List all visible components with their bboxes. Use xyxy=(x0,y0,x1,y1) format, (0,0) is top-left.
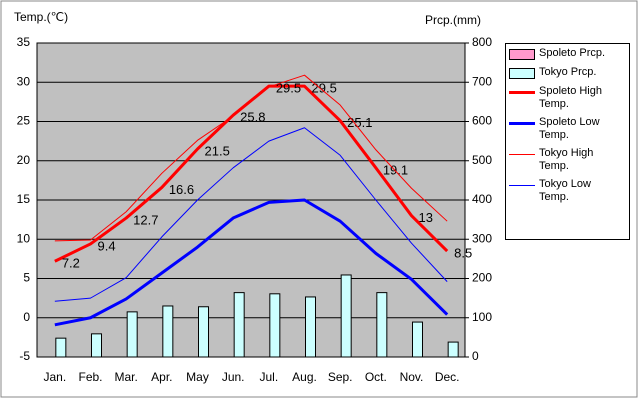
x-tick-label: Mar. xyxy=(114,370,137,384)
y2-tick-label: 200 xyxy=(472,271,492,285)
y2-tick-label: 500 xyxy=(472,153,492,167)
data-label: 19.1 xyxy=(383,162,408,177)
line xyxy=(54,198,449,327)
line xyxy=(54,74,448,242)
y-tick-label: 20 xyxy=(17,153,31,167)
data-label: 9.4 xyxy=(98,238,116,253)
legend-swatch xyxy=(508,47,536,61)
legend-label: Tokyo Low Temp. xyxy=(539,178,591,203)
legend-swatch xyxy=(508,178,536,192)
y-tick-label: 5 xyxy=(23,271,30,285)
y2-tick-label: 800 xyxy=(472,35,492,49)
y2-tick-label: 300 xyxy=(472,231,492,245)
bar xyxy=(340,274,352,358)
x-tick-label: Apr. xyxy=(151,370,172,384)
data-label: 21.5 xyxy=(205,143,230,158)
bar xyxy=(91,333,102,358)
bar xyxy=(233,292,245,358)
y-tick-label: 10 xyxy=(17,231,31,245)
bar xyxy=(376,292,388,358)
legend: Spoleto Prcp. Tokyo Prcp. Spoleto High Tem… xyxy=(505,43,630,240)
data-label: 12.7 xyxy=(133,212,158,227)
bar xyxy=(305,296,316,358)
legend-swatch xyxy=(508,147,536,161)
legend-label: Tokyo Prcp. xyxy=(539,66,597,78)
bar xyxy=(269,293,281,358)
y-tick-label: -5 xyxy=(19,349,30,363)
x-tick-label: Sep. xyxy=(328,370,353,384)
data-label: 16.6 xyxy=(169,182,194,197)
y2-axis-title: Prcp.(mm) xyxy=(425,13,481,27)
data-label: 29.5 xyxy=(276,81,301,96)
line xyxy=(54,84,449,263)
bar xyxy=(198,306,209,358)
legend-swatch xyxy=(508,116,536,130)
line xyxy=(54,127,448,302)
y-tick-label: 0 xyxy=(23,310,30,324)
y2-tick-label: 400 xyxy=(472,192,492,206)
data-label: 25.1 xyxy=(347,115,372,130)
data-label: 29.5 xyxy=(312,81,337,96)
legend-label: Tokyo High Temp. xyxy=(539,147,594,172)
y-axis-title: Temp.(℃) xyxy=(14,10,68,24)
x-tick-label: May xyxy=(186,370,209,384)
x-tick-label: Oct. xyxy=(365,370,387,384)
y-tick-label: 15 xyxy=(17,192,31,206)
data-label: 8.5 xyxy=(454,245,472,260)
x-tick-label: Feb. xyxy=(78,370,102,384)
x-tick-label: Jan. xyxy=(43,370,66,384)
y-tick-label: 25 xyxy=(17,114,31,128)
x-tick-label: Jul. xyxy=(259,370,278,384)
x-tick-label: Dec. xyxy=(435,370,460,384)
bar xyxy=(447,341,459,358)
legend-swatch xyxy=(508,85,536,99)
bar xyxy=(412,321,423,358)
legend-label: Spoleto Prcp. xyxy=(539,47,606,59)
legend-label: Spoleto High Temp. xyxy=(539,85,602,110)
legend-item: Spoleto Low Temp. xyxy=(508,116,627,142)
legend-item: Spoleto High Temp. xyxy=(508,85,627,111)
x-tick-label: Nov. xyxy=(400,370,424,384)
legend-item: Tokyo High Temp. xyxy=(508,147,627,173)
data-label: 25.8 xyxy=(240,110,265,125)
y-tick-label: 35 xyxy=(17,35,31,49)
bar xyxy=(55,337,67,358)
x-tick-label: Jun. xyxy=(222,370,245,384)
data-label: 13 xyxy=(419,210,433,225)
y2-tick-label: 0 xyxy=(472,349,479,363)
data-label: 7.2 xyxy=(62,256,80,271)
legend-item: Tokyo Low Temp. xyxy=(508,178,627,204)
legend-item: Tokyo Prcp. xyxy=(508,66,627,80)
y2-tick-label: 700 xyxy=(472,74,492,88)
legend-item: Spoleto Prcp. xyxy=(508,47,627,61)
x-tick-label: Aug. xyxy=(292,370,317,384)
y-tick-label: 30 xyxy=(17,74,31,88)
bar xyxy=(162,305,174,358)
bar xyxy=(126,311,138,358)
legend-label: Spoleto Low Temp. xyxy=(539,116,600,141)
y2-tick-label: 600 xyxy=(472,114,492,128)
y2-tick-label: 100 xyxy=(472,310,492,324)
legend-swatch xyxy=(508,66,536,80)
